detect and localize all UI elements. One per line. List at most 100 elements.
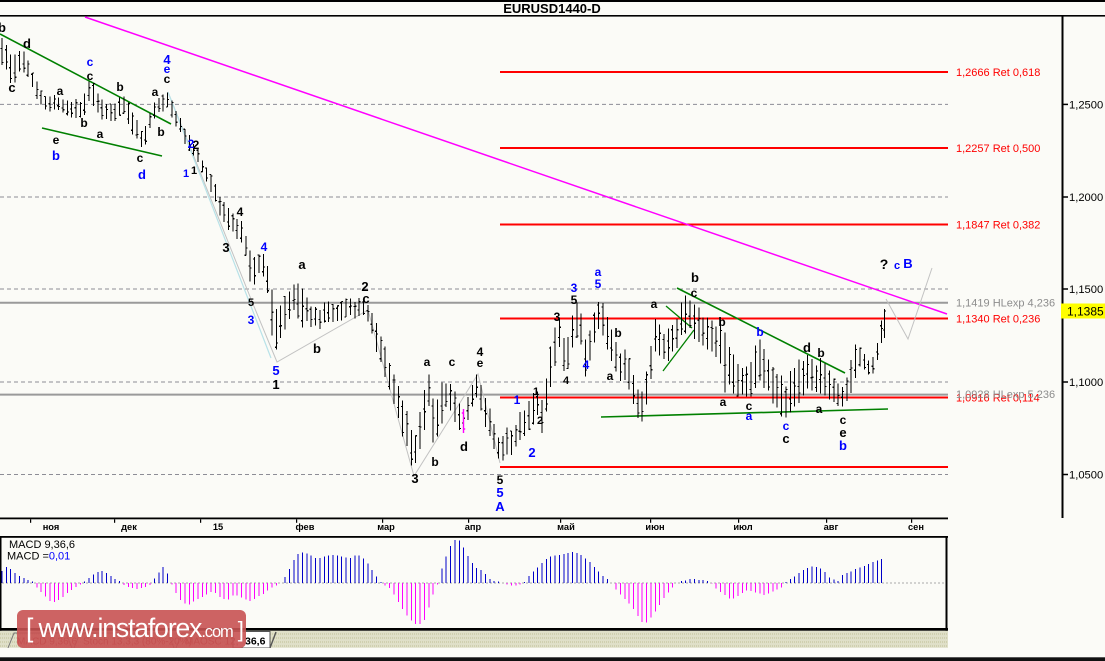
svg-text:4: 4 <box>477 345 484 359</box>
svg-text:2: 2 <box>537 415 543 427</box>
svg-text:c: c <box>894 260 900 272</box>
svg-text:MACD =0,01: MACD =0,01 <box>7 551 70 563</box>
svg-text:d: d <box>803 340 811 355</box>
svg-text:c: c <box>746 399 753 413</box>
svg-text:июн: июн <box>645 522 664 532</box>
svg-text:3: 3 <box>571 281 578 295</box>
svg-text:дек: дек <box>121 522 137 532</box>
svg-text:4: 4 <box>163 52 171 67</box>
svg-text:e: e <box>839 425 846 440</box>
svg-text:b: b <box>52 148 60 163</box>
svg-text:1,0928 HLexp 5,236: 1,0928 HLexp 5,236 <box>956 389 1055 401</box>
svg-text:1: 1 <box>272 377 279 392</box>
svg-text:b: b <box>614 326 621 340</box>
svg-text:15: 15 <box>213 522 223 532</box>
svg-text:1,2000: 1,2000 <box>1069 192 1103 204</box>
svg-text:36,6: 36,6 <box>245 636 266 648</box>
svg-text:b: b <box>80 116 87 130</box>
svg-text:c: c <box>87 55 94 69</box>
svg-text:5: 5 <box>595 277 602 291</box>
svg-text:a: a <box>57 84 64 98</box>
svg-text:1,0916 Ret 0,114: 1,0916 Ret 0,114 <box>956 393 1040 405</box>
svg-text:e: e <box>164 62 171 76</box>
svg-text:1,0500: 1,0500 <box>1069 470 1103 482</box>
svg-text:c: c <box>840 413 847 427</box>
svg-text:a: a <box>607 369 614 383</box>
svg-text:2: 2 <box>193 138 200 152</box>
svg-text:1: 1 <box>183 168 189 180</box>
svg-text:?: ? <box>880 256 889 272</box>
svg-text:b: b <box>431 455 438 469</box>
svg-text:c: c <box>362 291 369 306</box>
svg-text:b: b <box>0 20 6 35</box>
svg-text:b: b <box>157 125 164 139</box>
svg-text:5: 5 <box>571 293 578 307</box>
svg-text:b: b <box>313 341 321 356</box>
svg-text:EURUSD1440-D: EURUSD1440-D <box>503 1 601 16</box>
svg-text:B: B <box>903 256 912 271</box>
svg-text:a: a <box>595 265 602 279</box>
svg-text:4: 4 <box>563 375 570 387</box>
svg-text:b: b <box>718 315 725 329</box>
svg-text:2: 2 <box>528 445 535 460</box>
svg-text:a: a <box>298 257 306 272</box>
svg-text:5: 5 <box>248 297 254 309</box>
svg-text:a: a <box>746 409 753 423</box>
svg-text:1,2257 Ret 0,500: 1,2257 Ret 0,500 <box>956 143 1040 155</box>
svg-text:a: a <box>97 127 104 141</box>
svg-text:апр: апр <box>465 522 482 532</box>
svg-text:1: 1 <box>514 393 521 407</box>
svg-text:5: 5 <box>272 363 279 378</box>
svg-text:d: d <box>23 36 31 51</box>
svg-text:b: b <box>756 325 763 339</box>
svg-text:5: 5 <box>496 485 503 500</box>
svg-text:c: c <box>782 431 789 446</box>
svg-text:сен: сен <box>908 522 924 532</box>
svg-text:3: 3 <box>248 313 255 327</box>
svg-text:2: 2 <box>188 137 195 151</box>
svg-text:4: 4 <box>583 358 590 372</box>
svg-text:июл: июл <box>733 522 752 532</box>
svg-text:1,1385: 1,1385 <box>1067 305 1104 319</box>
svg-text:c: c <box>691 286 698 300</box>
svg-text:c: c <box>449 355 456 369</box>
svg-text:1,1340 Ret 0,236: 1,1340 Ret 0,236 <box>956 314 1040 326</box>
svg-text:3: 3 <box>411 471 418 486</box>
svg-text:d: d <box>460 439 468 454</box>
svg-text:b: b <box>817 346 824 360</box>
svg-text:c: c <box>164 72 171 86</box>
svg-text:1,2666 Ret 0,618: 1,2666 Ret 0,618 <box>956 67 1040 79</box>
svg-text:3: 3 <box>554 310 561 324</box>
svg-text:a: a <box>816 402 823 416</box>
svg-text:d: d <box>138 167 146 182</box>
svg-text:e: e <box>53 133 60 147</box>
svg-text:4: 4 <box>261 240 268 254</box>
svg-text:3: 3 <box>222 240 229 255</box>
svg-text:b: b <box>839 438 847 453</box>
svg-text:c: c <box>137 151 144 165</box>
svg-text:1: 1 <box>533 386 539 398</box>
svg-text:e: e <box>477 356 484 370</box>
svg-text:авг: авг <box>824 522 839 532</box>
svg-text:ноя: ноя <box>43 522 60 532</box>
svg-text:c: c <box>8 80 15 95</box>
svg-text:1: 1 <box>191 165 197 177</box>
svg-text:мар: мар <box>377 522 395 532</box>
svg-text:A: A <box>495 499 505 514</box>
svg-text:1,1419 HLexp 4,236: 1,1419 HLexp 4,236 <box>956 298 1055 310</box>
svg-text:a: a <box>424 355 431 369</box>
svg-text:5: 5 <box>497 473 504 487</box>
svg-text:MACD 9,36,6: MACD 9,36,6 <box>9 539 75 551</box>
svg-text:1,1000: 1,1000 <box>1069 377 1103 389</box>
svg-text:1,1847 Ret 0,382: 1,1847 Ret 0,382 <box>956 220 1040 232</box>
svg-text:a: a <box>651 297 658 311</box>
svg-text:4: 4 <box>237 205 244 219</box>
svg-text:2: 2 <box>361 279 368 294</box>
svg-text:фев: фев <box>296 522 315 532</box>
svg-text:b: b <box>691 270 699 285</box>
svg-text:май: май <box>557 522 575 532</box>
svg-text:1,1500: 1,1500 <box>1069 284 1103 296</box>
svg-text:1,2500: 1,2500 <box>1069 99 1103 111</box>
svg-text:b: b <box>116 80 123 94</box>
svg-text:a: a <box>720 395 727 409</box>
